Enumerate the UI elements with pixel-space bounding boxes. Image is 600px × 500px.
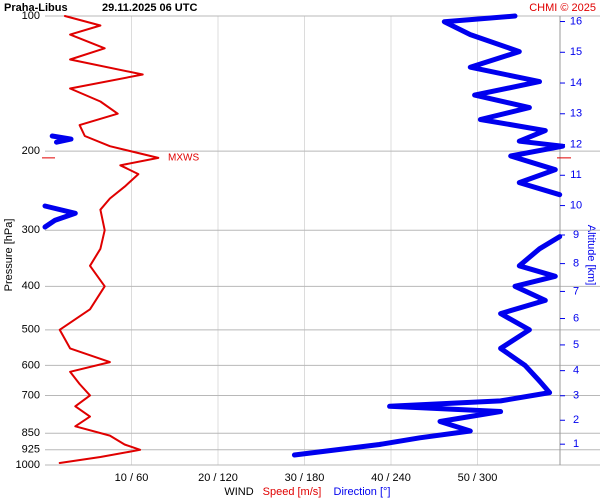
mxws-label: MXWS [168, 153, 199, 164]
y2-tick-label: 4 [573, 365, 579, 377]
direction-line [42, 13, 566, 458]
legend-speed: Speed [m/s] [263, 486, 322, 498]
y-tick-label: 100 [22, 10, 40, 22]
credit: CHMI © 2025 [529, 2, 596, 14]
y2-tick-label: 1 [573, 438, 579, 450]
y-tick-label: 850 [22, 427, 40, 439]
y2-tick-label: 2 [573, 414, 579, 426]
x-tick-label: 10 / 60 [115, 472, 149, 484]
x-tick-label: 40 / 240 [371, 472, 411, 484]
y2-tick-label: 8 [573, 258, 579, 270]
speed-line [58, 15, 160, 464]
y-tick-label: 400 [22, 280, 40, 292]
x-tick-label: 30 / 180 [285, 472, 325, 484]
y2-tick-label: 11 [570, 169, 581, 181]
y2-tick-label: 6 [573, 312, 579, 324]
chart-title: Praha-Libus [4, 2, 68, 14]
legend-direction: Direction [°] [334, 486, 391, 498]
y2-tick-label: 13 [570, 108, 582, 120]
y-tick-label: 500 [22, 324, 40, 336]
x-tick-label: 20 / 120 [198, 472, 238, 484]
y-tick-label: 1000 [16, 459, 40, 471]
y-tick-label: 200 [22, 145, 40, 157]
y-tick-label: 300 [22, 224, 40, 236]
x-axis-label: WIND [224, 486, 253, 498]
y-axis-label: Pressure [hPa] [3, 219, 15, 292]
y2-tick-label: 12 [570, 138, 582, 150]
y-tick-label: 925 [22, 444, 40, 456]
y2-tick-label: 9 [573, 229, 579, 241]
x-tick-label: 50 / 300 [458, 472, 498, 484]
y2-tick-label: 10 [570, 199, 582, 211]
y-tick-label: 700 [22, 389, 40, 401]
chart-subtitle: 29.11.2025 06 UTC [102, 2, 197, 14]
y2-tick-label: 15 [570, 46, 582, 58]
y2-tick-label: 7 [573, 285, 579, 297]
y2-axis-label: Altitude [km] [585, 225, 597, 286]
y-tick-label: 600 [22, 359, 40, 371]
y2-tick-label: 3 [573, 390, 579, 402]
y2-tick-label: 5 [573, 339, 579, 351]
y2-tick-label: 16 [570, 15, 582, 27]
y2-tick-label: 14 [570, 77, 582, 89]
